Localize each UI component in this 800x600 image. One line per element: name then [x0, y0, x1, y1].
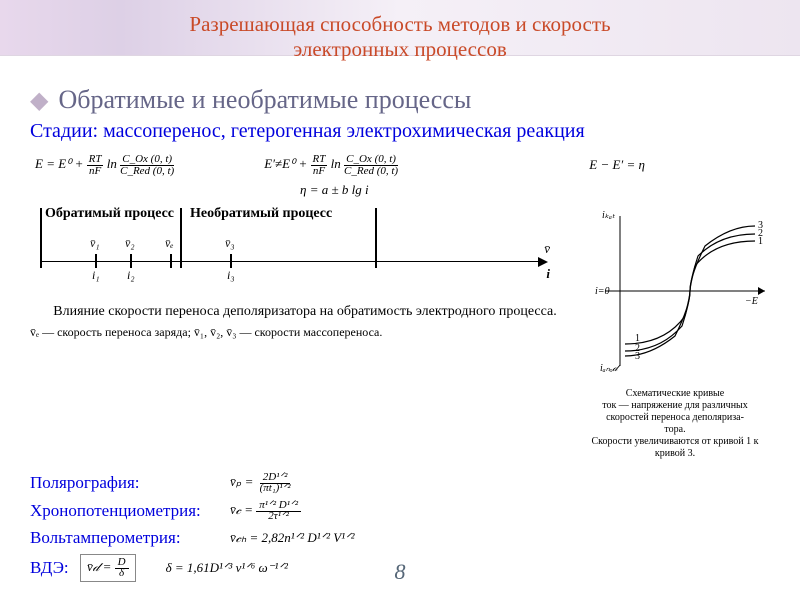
vbar-1: [40, 208, 42, 268]
tick2-top: v̄₂: [125, 236, 135, 251]
right-graph-block: iₖₐₜ iₐₙₒ𝒹 i=0 −E 3 2 1 1 2 3 Схематичес…: [580, 206, 770, 460]
volt-formula: v̄𝒸ₕ = 2,82n¹ᐟ² D¹ᐟ² V¹ᐟ²: [230, 530, 355, 546]
graph-caption: Схематические кривые ток — напряжение дл…: [580, 388, 770, 460]
tick-3: [230, 254, 232, 268]
curve3-bot: 3: [635, 351, 640, 362]
polarography-formula: v̄ₚ = 2D¹ᐟ²(πt₁)¹ᐟ²: [230, 472, 294, 494]
title-line2: электронных процессов: [293, 37, 507, 61]
i0-label: i=0: [595, 286, 610, 297]
polarography-name: Полярография:: [30, 473, 230, 493]
vde-delta-formula: δ = 1,61D¹ᐟ³ ν¹ᐟ⁶ ω⁻¹ᐟ²: [166, 560, 288, 576]
ianod-label: iₐₙₒ𝒹: [600, 363, 622, 374]
legend-text: v̄ₑ — скорость переноса заряда; v̄₁, v̄₂…: [30, 325, 580, 340]
curve1-top: 1: [758, 236, 763, 247]
ve-label: v̄ₑ: [165, 236, 173, 251]
reversible-label: Обратимый процесс: [45, 206, 174, 222]
tick-1: [95, 254, 97, 268]
slide-title: Разрешающая способность методов и скорос…: [0, 12, 800, 62]
subtitle: Обратимые и необратимые процессы: [58, 85, 471, 115]
influence-caption: Влияние скорости переноса деполяризатора…: [30, 304, 580, 320]
title-line1: Разрешающая способность методов и скорос…: [189, 12, 610, 36]
bullet-icon: ◆: [30, 86, 48, 115]
minus-e-label: −E: [745, 296, 758, 307]
iv-curves-svg: iₖₐₜ iₐₙₒ𝒹 i=0 −E 3 2 1 1 2 3: [590, 206, 770, 376]
nernst-eq: E = E⁰ + RTnF ln C_Ox (0, t)C_Red (0, t): [35, 153, 174, 177]
subtitle-row: ◆ Обратимые и необратимые процессы: [30, 85, 800, 115]
axis-diagram: Обратимый процесс Необратимый процесс v̄…: [30, 206, 580, 296]
axis-line: [40, 261, 540, 262]
chrono-name: Хронопотенциометрия:: [30, 501, 230, 521]
chrono-row: Хронопотенциометрия: v̄𝒸 = π¹ᐟ² D¹ᐟ²2τ¹ᐟ…: [30, 500, 800, 522]
volt-name: Вольтамперометрия:: [30, 528, 230, 548]
diff-eq: E − E′ = η: [589, 157, 645, 173]
polarography-row: Полярография: v̄ₚ = 2D¹ᐟ²(πt₁)¹ᐟ²: [30, 472, 800, 494]
chrono-formula: v̄𝒸 = π¹ᐟ² D¹ᐟ²2τ¹ᐟ²: [230, 500, 301, 522]
method-list: Полярография: v̄ₚ = 2D¹ᐟ²(πt₁)¹ᐟ² Хроноп…: [30, 472, 800, 582]
vde-name: ВДЭ:: [30, 558, 80, 578]
left-diagram: Обратимый процесс Необратимый процесс v̄…: [30, 206, 580, 460]
equation-row-1: E = E⁰ + RTnF ln C_Ox (0, t)C_Red (0, t)…: [35, 153, 765, 177]
tick2-bot: i₂: [127, 268, 135, 283]
nernst-pre: E = E⁰ +: [35, 156, 83, 171]
diagram-area: Обратимый процесс Необратимый процесс v̄…: [30, 206, 770, 460]
tick-ve: [170, 254, 172, 268]
nernst2-eq: E′≠E⁰ + RTnF ln C_Ox (0, t)C_Red (0, t): [264, 153, 398, 177]
tick-2: [130, 254, 132, 268]
tick1-top: v̄₁: [90, 236, 100, 251]
vbar-2: [180, 208, 182, 268]
volt-row: Вольтамперометрия: v̄𝒸ₕ = 2,82n¹ᐟ² D¹ᐟ² …: [30, 528, 800, 548]
vde-vd-formula: v̄𝒹 = Dδ: [80, 554, 136, 582]
eta-eq: η = a ± b lg i: [300, 182, 800, 198]
stages-text: Стадии: массоперенос, гетерогенная элект…: [30, 120, 800, 143]
tick1-bot: i₁: [92, 268, 100, 283]
vde-row: ВДЭ: v̄𝒹 = Dδ δ = 1,61D¹ᐟ³ ν¹ᐟ⁶ ω⁻¹ᐟ²: [30, 554, 800, 582]
slide-header: Разрешающая способность методов и скорос…: [0, 0, 800, 70]
axis-end-v: v̄: [544, 241, 550, 257]
irreversible-label: Необратимый процесс: [190, 206, 332, 222]
tick3-top: v̄₃: [225, 236, 235, 251]
vbar-3: [375, 208, 377, 268]
tick3-bot: i₃: [227, 268, 235, 283]
page-number: 8: [395, 559, 406, 585]
axis-end-i: i: [546, 266, 550, 282]
ikat-label: iₖₐₜ: [602, 210, 616, 221]
iv-curves-graph: iₖₐₜ iₐₙₒ𝒹 i=0 −E 3 2 1 1 2 3: [590, 206, 770, 386]
